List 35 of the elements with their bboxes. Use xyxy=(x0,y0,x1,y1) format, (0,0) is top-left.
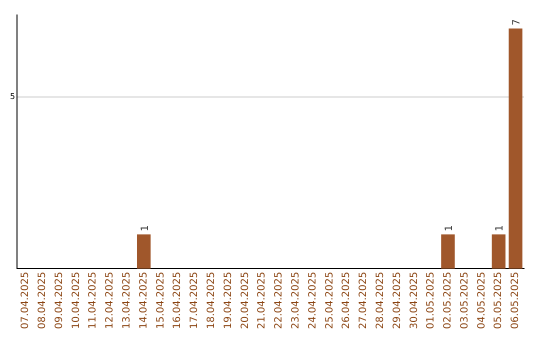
x-tick-label: 30.04.2025 xyxy=(408,272,420,330)
x-tick-label: 28.04.2025 xyxy=(374,272,386,330)
x-tick-label: 29.04.2025 xyxy=(392,272,403,330)
x-tick-label: 26.04.2025 xyxy=(341,272,352,330)
x-tick-label: 24.04.2025 xyxy=(307,272,318,330)
y-tick-label: 5 xyxy=(10,92,16,102)
x-tick-label: 08.04.2025 xyxy=(37,272,48,330)
x-tick-label: 22.04.2025 xyxy=(274,272,285,330)
x-tick-label: 25.04.2025 xyxy=(324,272,336,330)
x-tick-label: 07.04.2025 xyxy=(20,272,32,330)
x-tick-label: 19.04.2025 xyxy=(222,272,234,330)
x-tick-label: 13.04.2025 xyxy=(122,272,133,330)
x-tick-label: 09.04.2025 xyxy=(54,272,65,330)
x-tick-label: 10.04.2025 xyxy=(70,272,82,330)
x-tick-label: 16.04.2025 xyxy=(172,272,184,330)
x-tick-label: 03.05.2025 xyxy=(459,272,470,330)
x-tick-label: 27.04.2025 xyxy=(358,272,370,330)
x-tick-label: 18.04.2025 xyxy=(206,272,217,330)
x-tick-label: 21.04.2025 xyxy=(256,272,268,330)
x-tick-label: 17.04.2025 xyxy=(189,272,200,330)
data-label: 1 xyxy=(444,225,455,232)
x-tick-label: 12.04.2025 xyxy=(104,272,116,330)
x-tick-label: 20.04.2025 xyxy=(240,272,251,330)
x-tick-label: 15.04.2025 xyxy=(155,272,166,330)
data-label: 7 xyxy=(512,19,523,26)
x-tick-label: 23.04.2025 xyxy=(290,272,302,330)
x-tick-label: 14.04.2025 xyxy=(138,272,150,330)
x-tick-label: 04.05.2025 xyxy=(476,272,488,330)
data-label: 1 xyxy=(494,225,506,232)
x-tick-label: 06.05.2025 xyxy=(510,272,522,330)
x-tick-label: 05.05.2025 xyxy=(493,272,504,330)
x-tick-label: 01.05.2025 xyxy=(426,272,437,330)
x-tick-label: 02.05.2025 xyxy=(442,272,454,330)
data-label: 1 xyxy=(140,225,151,232)
x-tick-label: 11.04.2025 xyxy=(88,272,99,330)
